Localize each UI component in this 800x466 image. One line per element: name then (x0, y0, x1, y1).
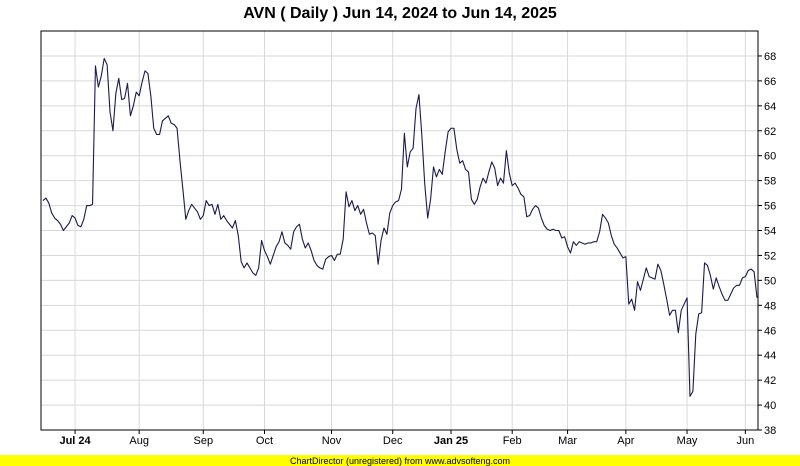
x-tick-label: Oct (256, 435, 273, 447)
chart-title: AVN ( Daily ) Jun 14, 2024 to Jun 14, 20… (243, 5, 557, 22)
x-tick-label: Feb (503, 435, 522, 447)
footer-credit: ChartDirector (unregistered) from www.ad… (290, 456, 510, 466)
price-series-line (42, 57, 758, 397)
y-tick-label: 40 (764, 400, 776, 412)
x-tick-label: Aug (129, 435, 149, 447)
x-tick-label: Jun (736, 435, 754, 447)
x-tick-label: Apr (617, 435, 634, 447)
y-tick-label: 38 (764, 425, 776, 437)
y-tick-label: 42 (764, 375, 776, 387)
gridlines (41, 31, 758, 431)
y-tick-label: 52 (764, 250, 776, 262)
x-tick-label: Sep (193, 435, 213, 447)
y-tick-label: 44 (764, 350, 776, 362)
y-tick-label: 48 (764, 300, 776, 312)
y-tick-label: 54 (764, 226, 776, 238)
x-tick-label: Dec (383, 435, 403, 447)
y-tick-label: 50 (764, 275, 776, 287)
y-tick-label: 60 (764, 151, 776, 163)
y-tick-label: 58 (764, 176, 776, 188)
y-tick-label: 64 (764, 101, 776, 113)
x-tick-label: Jul 24 (59, 435, 91, 447)
y-tick-label: 56 (764, 201, 776, 213)
x-tick-label: May (677, 435, 698, 447)
x-tick-label: Jan 25 (434, 435, 468, 447)
y-axis: 38 40 42 44 46 48 50 52 54 56 58 60 62 64 66 68 (758, 51, 776, 437)
y-tick-label: 46 (764, 325, 776, 337)
y-tick-label: 62 (764, 126, 776, 138)
y-tick-label: 68 (764, 51, 776, 63)
footer-bar (0, 455, 800, 466)
y-tick-label: 66 (764, 76, 776, 88)
x-axis: Jul 24 Aug Sep Oct Nov Dec Jan 25 Feb Mar Apr May J… (59, 430, 754, 447)
x-tick-label: Mar (558, 435, 577, 447)
x-tick-label: Nov (322, 435, 342, 447)
